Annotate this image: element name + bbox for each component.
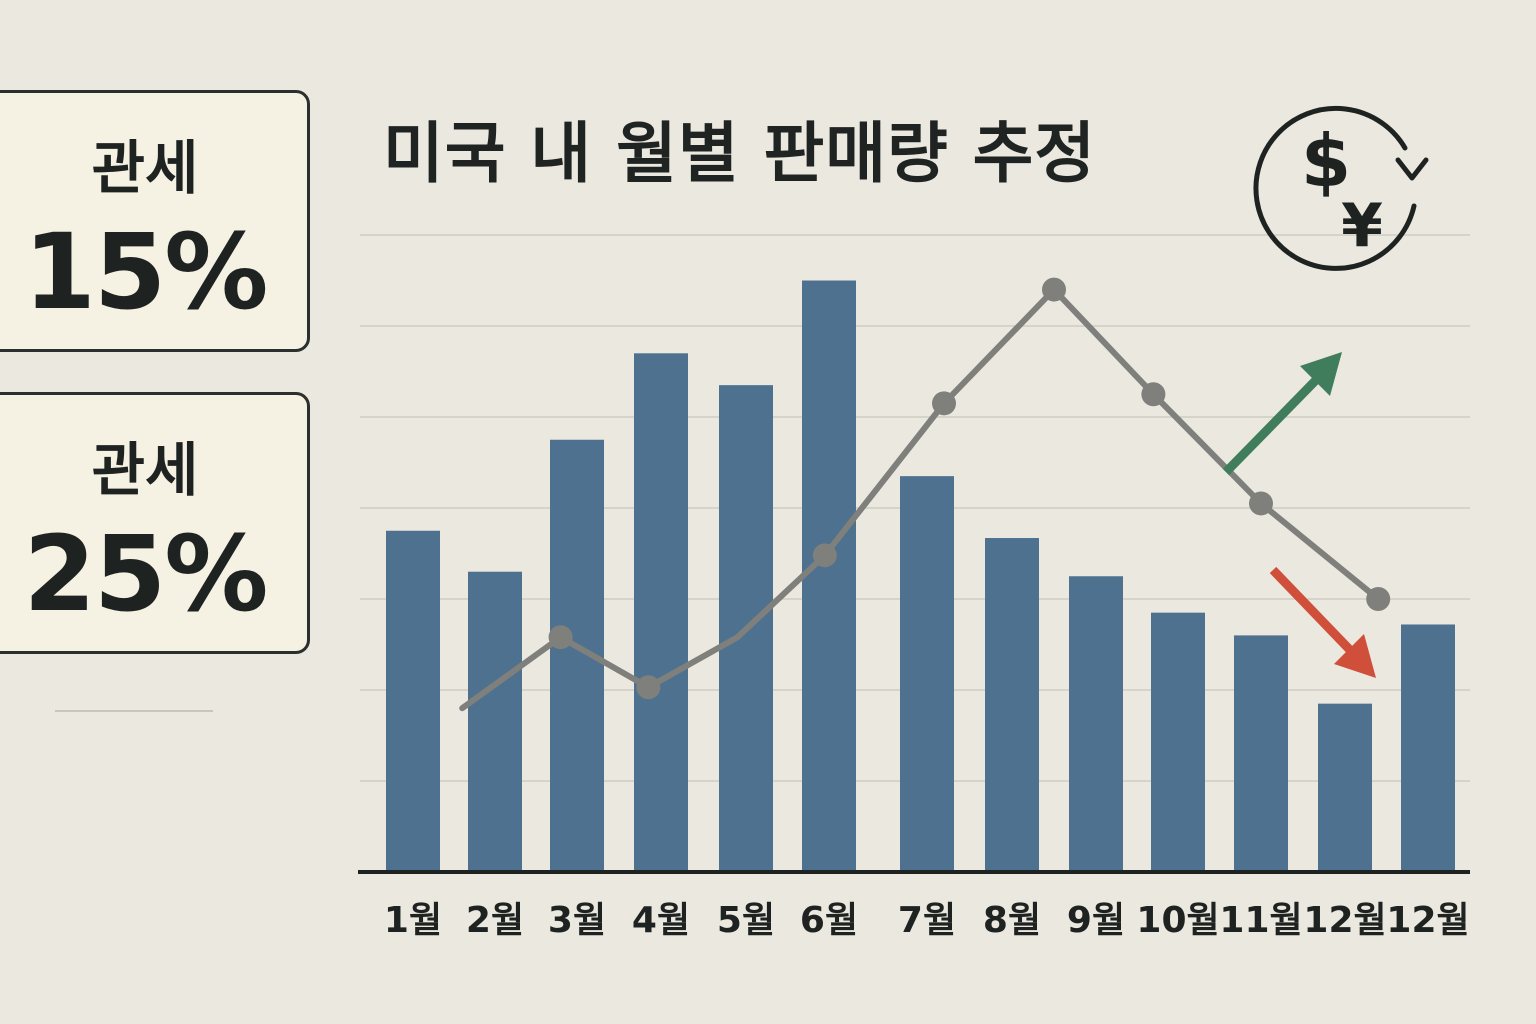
x-tick-label: 4월 bbox=[632, 900, 690, 941]
x-tick-label: 9월 bbox=[1067, 900, 1125, 941]
x-tick-label: 8월 bbox=[983, 900, 1041, 941]
x-tick-label: 7월 bbox=[898, 900, 956, 941]
arrow-down-head bbox=[1334, 634, 1376, 678]
bar bbox=[1151, 612, 1205, 872]
trend-point bbox=[636, 675, 661, 700]
arrow-up-head bbox=[1300, 352, 1342, 396]
trend-point bbox=[932, 391, 956, 416]
tariff-rate: 15% bbox=[23, 211, 269, 333]
x-tick-labels: 1월 2월 3월 4월 5월 6월 7월 8월 9월 10월 11월 12월 12월 bbox=[384, 900, 1470, 941]
tariff-card-15: 관세 15% bbox=[0, 90, 310, 352]
tariff-card-25: 관세 25% bbox=[0, 392, 310, 654]
icon-arrow-head bbox=[1395, 157, 1429, 181]
arrow-up-shaft bbox=[1222, 374, 1322, 476]
side-divider bbox=[55, 710, 213, 712]
bars bbox=[386, 280, 1455, 872]
x-tick-label: 6월 bbox=[800, 900, 858, 941]
tariff-label: 관세 bbox=[91, 134, 199, 202]
trend-point bbox=[1141, 382, 1166, 407]
x-tick-label: 2월 bbox=[466, 900, 524, 941]
arrow-down-shaft bbox=[1269, 566, 1354, 654]
chart-title: 미국 내 월별 판매량 추정 bbox=[383, 115, 1097, 192]
icon-circle bbox=[1253, 105, 1417, 271]
trend-line bbox=[459, 277, 1391, 712]
bar bbox=[1234, 635, 1288, 872]
bar bbox=[802, 280, 856, 872]
tariff-rate: 25% bbox=[23, 513, 269, 635]
x-tick-label: 11월 bbox=[1219, 900, 1302, 941]
bar bbox=[900, 476, 954, 872]
bar bbox=[1318, 703, 1372, 872]
bar bbox=[1401, 624, 1455, 872]
arrows bbox=[1222, 352, 1376, 678]
dollar-yen-exchange-icon: $¥ bbox=[1253, 105, 1429, 271]
trend-point bbox=[1249, 491, 1273, 516]
trend-point bbox=[812, 543, 837, 568]
trend-polyline bbox=[459, 286, 1382, 712]
x-tick-label: 10월 bbox=[1136, 900, 1219, 941]
x-tick-label: 5월 bbox=[717, 900, 775, 941]
tariff-label: 관세 bbox=[91, 436, 199, 504]
yen-glyph: ¥ bbox=[1341, 191, 1383, 261]
x-tick-label: 3월 bbox=[548, 900, 606, 941]
bar bbox=[985, 538, 1039, 872]
trend-point bbox=[548, 625, 573, 650]
trend-point bbox=[1366, 587, 1391, 611]
dollar-glyph: $ bbox=[1301, 119, 1351, 203]
x-tick-label: 12월 bbox=[1303, 900, 1386, 941]
bar bbox=[634, 353, 688, 872]
bar bbox=[386, 530, 440, 872]
x-tick-label: 12월 bbox=[1386, 900, 1469, 941]
trend-point bbox=[1042, 277, 1066, 302]
x-tick-label: 1월 bbox=[384, 900, 442, 941]
bar bbox=[1069, 576, 1123, 872]
bar bbox=[468, 571, 522, 872]
